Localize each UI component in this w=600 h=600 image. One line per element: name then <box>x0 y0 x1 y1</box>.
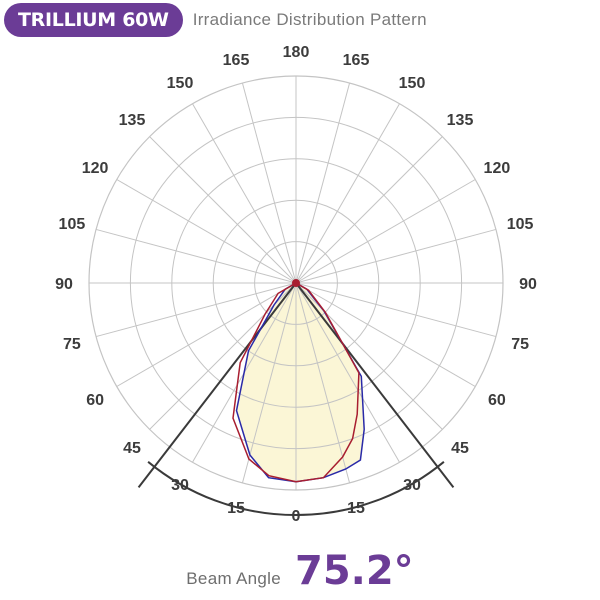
angle-tick-label: 180 <box>283 44 310 61</box>
grid-spoke <box>95 228 297 284</box>
angle-tick-label: 135 <box>119 112 146 129</box>
angle-tick-label: 15 <box>347 500 365 517</box>
series-red-line <box>232 282 360 483</box>
grid-spoke <box>116 282 297 387</box>
grid-spoke <box>192 103 297 284</box>
grid-spoke <box>116 179 297 284</box>
angle-tick-label: 15 <box>227 500 245 517</box>
grid-spoke <box>295 136 443 284</box>
beam-arc <box>147 461 445 517</box>
angle-tick-label: 75 <box>511 336 529 353</box>
grid-spoke <box>295 228 497 284</box>
angle-tick-label: 150 <box>167 75 194 92</box>
grid-spoke <box>149 136 297 284</box>
beam-angle-label: Beam Angle <box>186 569 281 588</box>
angle-tick-label: 45 <box>123 440 141 457</box>
grid-spoke <box>295 282 400 463</box>
angle-tick-label: 165 <box>223 52 250 69</box>
angle-tick-label: 30 <box>171 477 189 494</box>
angle-tick-label: 120 <box>484 160 511 177</box>
angle-tick-label: 90 <box>519 276 537 293</box>
irradiance-fill <box>236 283 365 482</box>
grid-spoke <box>241 282 297 484</box>
center-point <box>292 279 300 287</box>
beam-angle-value: 75.2° <box>294 548 414 594</box>
beam-angle-row: Beam Angle 75.2° <box>0 548 600 594</box>
grid-spoke <box>295 179 476 284</box>
angle-tick-label: 45 <box>451 440 469 457</box>
chart-subtitle: Irradiance Distribution Pattern <box>192 10 427 29</box>
angle-tick-label: 135 <box>447 112 474 129</box>
grid-spoke <box>241 82 297 284</box>
angle-tick-label: 120 <box>82 160 109 177</box>
angle-tick-label: 150 <box>399 75 426 92</box>
header: TRILLIUM 60W Irradiance Distribution Pat… <box>4 3 427 37</box>
product-badge: TRILLIUM 60W <box>4 3 183 37</box>
angle-tick-label: 105 <box>59 216 86 233</box>
angle-tick-label: 75 <box>63 336 81 353</box>
angle-tick-label: 0 <box>292 508 301 525</box>
angle-tick-label: 30 <box>403 477 421 494</box>
grid-spoke <box>95 282 297 338</box>
angle-tick-label: 90 <box>55 276 73 293</box>
grid-spoke <box>295 82 351 284</box>
angle-tick-label: 105 <box>507 216 534 233</box>
beam-cone-left <box>137 282 297 489</box>
grid-spoke <box>295 282 497 338</box>
grid-spoke <box>295 282 351 484</box>
angle-tick-label: 165 <box>343 52 370 69</box>
grid-spoke <box>295 282 476 387</box>
angle-tick-label: 60 <box>488 392 506 409</box>
grid-spoke <box>149 282 297 430</box>
angle-tick-label: 60 <box>86 392 104 409</box>
beam-cone-right <box>295 282 455 489</box>
grid-spoke <box>295 103 400 284</box>
